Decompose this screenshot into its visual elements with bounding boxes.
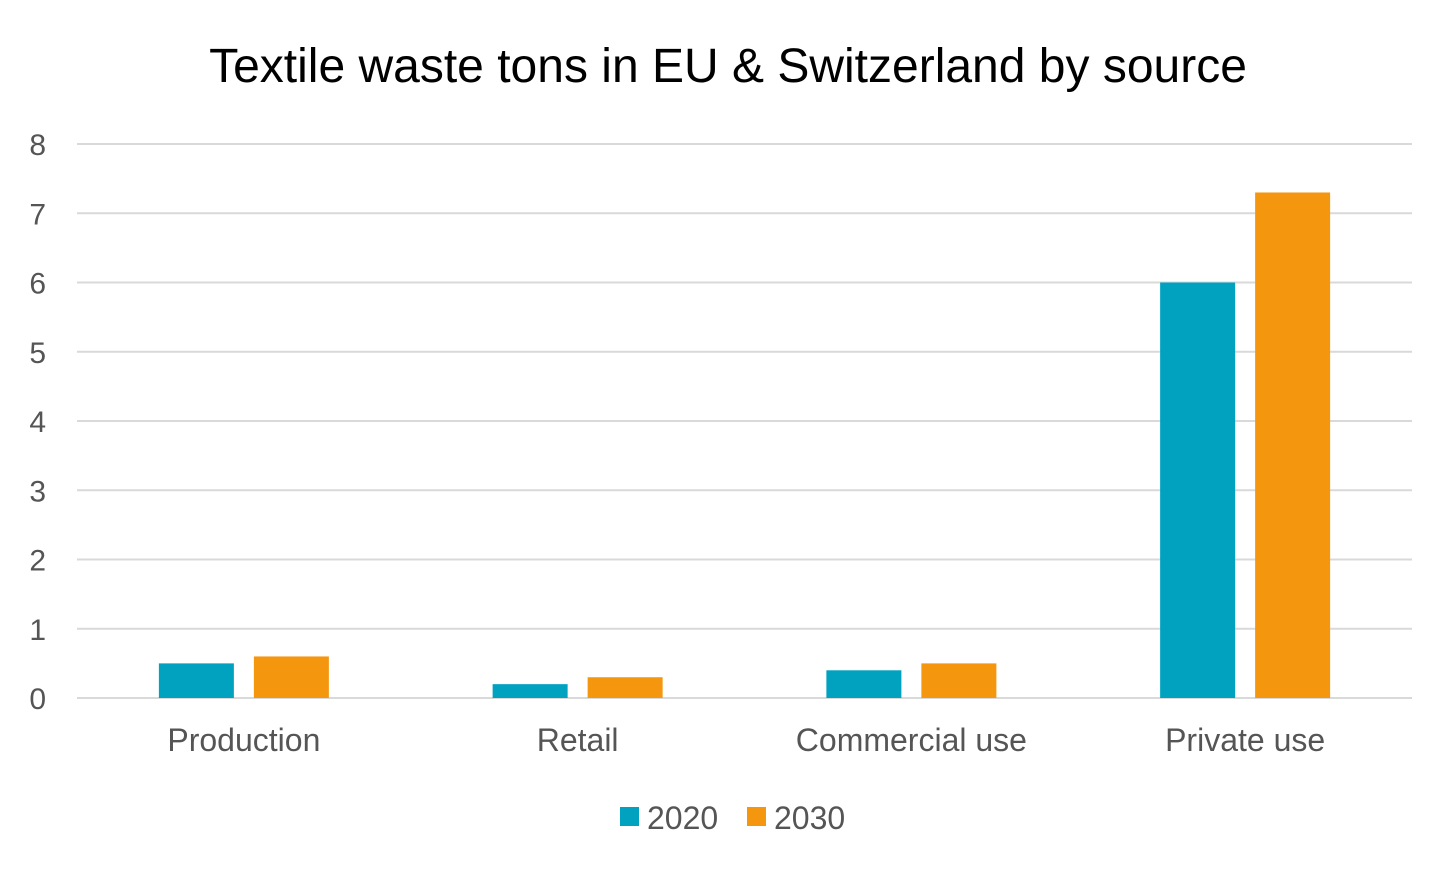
y-tick-label: 6: [29, 268, 46, 301]
bar-2030-commercial-use: [921, 663, 997, 698]
bar-2020-private-use: [1160, 282, 1236, 698]
legend-swatch-2030: [747, 807, 766, 826]
y-tick-label: 3: [29, 475, 46, 508]
x-axis-categories: Production Retail Commercial use Private us…: [167, 722, 1325, 758]
bar-2030-production: [253, 656, 329, 698]
y-tick-label: 4: [29, 406, 46, 439]
y-tick-label: 2: [29, 545, 46, 578]
y-tick-label: 7: [29, 198, 46, 231]
y-tick-label: 0: [29, 683, 46, 716]
bar-2020-retail: [492, 684, 568, 698]
x-category-label: Commercial use: [796, 722, 1027, 758]
bar-2030-retail: [587, 677, 663, 698]
y-tick-label: 8: [29, 129, 46, 162]
chart-title: Textile waste tons in EU & Switzerland b…: [209, 40, 1247, 93]
legend-label-2020: 2020: [647, 800, 718, 836]
legend-label-2030: 2030: [774, 800, 845, 836]
bar-2030-private-use: [1255, 192, 1331, 698]
x-category-label: Retail: [537, 722, 619, 758]
legend: 2020 2030: [620, 800, 845, 836]
gridlines: [77, 143, 1412, 699]
y-tick-label: 1: [29, 614, 46, 647]
bar-2020-production: [158, 663, 234, 698]
x-category-label: Production: [167, 722, 320, 758]
y-tick-label: 5: [29, 337, 46, 370]
bar-2020-commercial-use: [826, 670, 902, 698]
legend-swatch-2020: [620, 807, 639, 826]
bars: [158, 192, 1331, 698]
y-axis-ticks: 0 1 2 3 4 5 6 7 8: [29, 129, 46, 716]
x-category-label: Private use: [1165, 722, 1325, 758]
